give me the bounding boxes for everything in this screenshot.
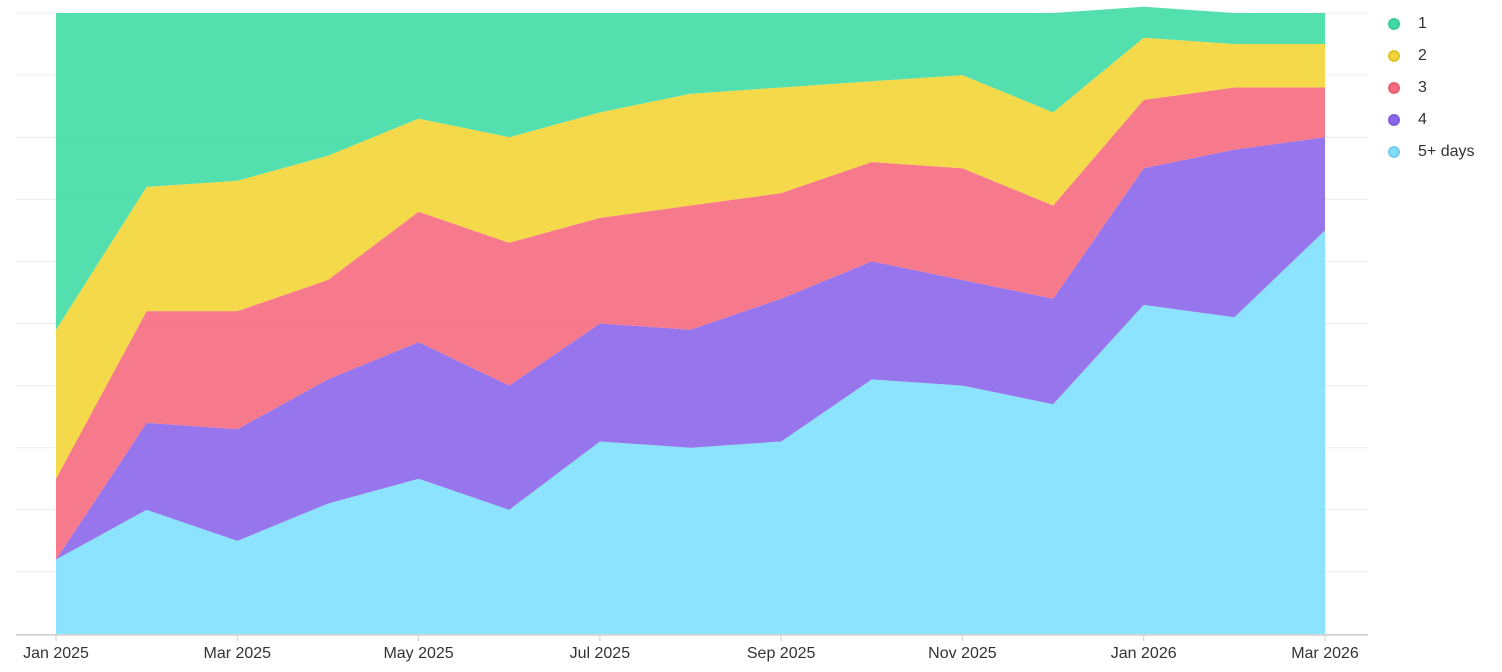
legend-swatch [1388,18,1400,30]
series-area-1 [56,6,1325,330]
series-area-5-days [56,230,1325,634]
x-tick-label: May 2025 [383,645,453,662]
legend-label: 1 [1418,15,1427,32]
legend-item[interactable]: 1 [1388,8,1474,40]
legend-item[interactable]: 5+ days [1388,136,1474,168]
x-tick-label: Jan 2025 [23,645,89,662]
legend: 1 2 3 4 5+ days [1388,8,1474,168]
series-area-3 [56,87,1325,560]
x-tick-label: Sep 2025 [747,645,816,662]
x-tick-label: Jan 2026 [1111,645,1177,662]
legend-swatch [1388,82,1400,94]
legend-label: 2 [1418,47,1427,64]
x-tick-label: Nov 2025 [928,645,997,662]
series-area-2 [56,37,1325,479]
x-tick-label: Mar 2025 [203,645,271,662]
x-tick-label: Jul 2025 [570,645,631,662]
legend-item[interactable]: 4 [1388,104,1474,136]
legend-swatch [1388,114,1400,126]
legend-swatch [1388,146,1400,158]
series-areas [56,6,1325,634]
legend-swatch [1388,50,1400,62]
legend-label: 3 [1418,79,1427,96]
legend-label: 4 [1418,111,1427,128]
series-area-4 [56,137,1325,560]
x-axis: Jan 2025 Mar 2025 May 2025 Jul 2025 Sep 2025… [16,634,1368,662]
x-tick-label: Mar 2026 [1291,645,1359,662]
legend-item[interactable]: 3 [1388,72,1474,104]
legend-item[interactable]: 2 [1388,40,1474,72]
legend-label: 5+ days [1418,143,1475,160]
